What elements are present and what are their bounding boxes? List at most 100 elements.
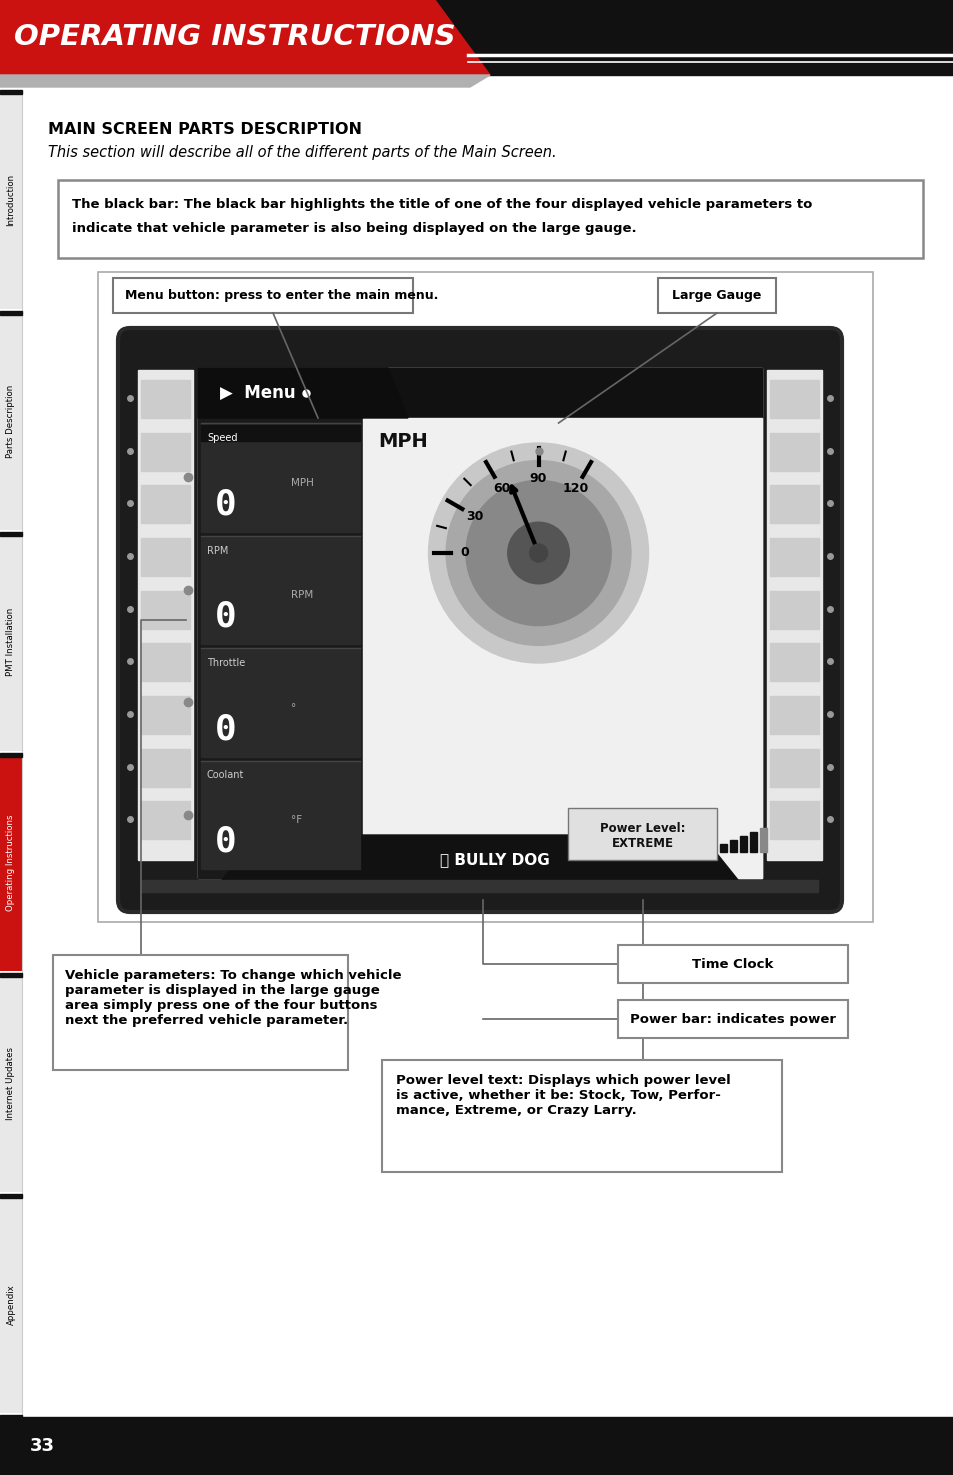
Bar: [750, 832, 757, 853]
Polygon shape: [0, 75, 490, 87]
Bar: [142, 881, 817, 892]
Bar: [0, 314, 22, 530]
Bar: [201, 425, 359, 441]
Text: 120: 120: [562, 482, 588, 496]
Text: PMT Installation: PMT Installation: [7, 608, 15, 676]
Circle shape: [529, 544, 547, 562]
Bar: [198, 417, 363, 878]
Text: 0: 0: [214, 825, 236, 858]
Text: The black bar: The black bar highlights the title of one of the four displayed v: The black bar: The black bar highlights …: [71, 198, 812, 211]
Bar: [769, 696, 818, 735]
FancyBboxPatch shape: [112, 277, 413, 313]
Text: 0: 0: [214, 600, 236, 634]
Bar: [769, 643, 818, 681]
FancyBboxPatch shape: [98, 271, 872, 922]
Bar: [363, 417, 761, 878]
Bar: [141, 485, 190, 524]
Polygon shape: [198, 367, 408, 417]
Text: Speed: Speed: [207, 434, 237, 442]
Text: 0: 0: [214, 712, 236, 746]
Bar: [201, 761, 359, 869]
FancyBboxPatch shape: [381, 1061, 781, 1173]
Text: OPERATING INSTRUCTIONS: OPERATING INSTRUCTIONS: [14, 24, 456, 52]
Bar: [0, 757, 22, 972]
Text: MAIN SCREEN PARTS DESCRIPTION: MAIN SCREEN PARTS DESCRIPTION: [48, 122, 361, 137]
Polygon shape: [0, 0, 490, 75]
Bar: [141, 801, 190, 839]
FancyBboxPatch shape: [53, 954, 348, 1069]
Text: Internet Updates: Internet Updates: [7, 1047, 15, 1120]
Bar: [766, 370, 821, 860]
Bar: [198, 367, 761, 878]
Bar: [0, 752, 22, 757]
FancyBboxPatch shape: [658, 277, 775, 313]
Bar: [201, 535, 359, 645]
Text: 60: 60: [493, 482, 510, 496]
Text: Introduction: Introduction: [7, 174, 15, 227]
Text: 0: 0: [459, 547, 469, 559]
Text: MPH: MPH: [377, 432, 427, 451]
Bar: [740, 836, 747, 853]
Text: Large Gauge: Large Gauge: [672, 289, 760, 302]
Bar: [0, 974, 22, 978]
Bar: [0, 94, 22, 308]
Text: 🐕 BULLY DOG: 🐕 BULLY DOG: [439, 853, 549, 867]
Text: ▶  Menu: ▶ Menu: [220, 384, 295, 403]
Circle shape: [446, 460, 630, 646]
Text: Power level text: Displays which power level
is active, whether it be: Stock, To: Power level text: Displays which power l…: [395, 1074, 730, 1117]
Text: °: °: [291, 702, 296, 712]
Bar: [769, 538, 818, 577]
FancyBboxPatch shape: [118, 327, 841, 912]
Text: 33: 33: [30, 1437, 55, 1454]
Text: Time Clock: Time Clock: [692, 957, 773, 971]
Text: Power bar: indicates power: Power bar: indicates power: [629, 1012, 835, 1025]
Text: Power Level:
EXTREME: Power Level: EXTREME: [599, 822, 685, 850]
Bar: [141, 538, 190, 577]
Bar: [141, 590, 190, 628]
Bar: [141, 381, 190, 417]
Bar: [0, 1195, 22, 1198]
Bar: [769, 432, 818, 471]
Bar: [141, 749, 190, 786]
Text: 30: 30: [465, 509, 482, 522]
Text: Operating Instructions: Operating Instructions: [7, 814, 15, 912]
Circle shape: [428, 442, 648, 662]
Bar: [198, 367, 761, 417]
Bar: [0, 1198, 22, 1413]
Bar: [0, 1417, 953, 1475]
Text: 90: 90: [529, 472, 547, 485]
Bar: [769, 801, 818, 839]
Bar: [0, 90, 22, 94]
Bar: [201, 648, 359, 757]
Bar: [141, 696, 190, 735]
Text: Vehicle parameters: To change which vehicle
parameter is displayed in the large : Vehicle parameters: To change which vehi…: [65, 969, 401, 1027]
FancyBboxPatch shape: [618, 945, 847, 982]
FancyBboxPatch shape: [618, 1000, 847, 1038]
Text: °F: °F: [291, 816, 302, 825]
Bar: [0, 1415, 22, 1419]
Circle shape: [507, 522, 569, 584]
Bar: [769, 590, 818, 628]
Text: 12:00:00 AM: 12:00:00 AM: [371, 848, 440, 858]
FancyBboxPatch shape: [568, 808, 717, 860]
Bar: [0, 531, 22, 535]
Text: RPM: RPM: [207, 546, 228, 556]
Text: RPM: RPM: [291, 590, 313, 600]
Text: Coolant: Coolant: [207, 770, 244, 780]
Bar: [141, 643, 190, 681]
Text: 0: 0: [214, 487, 236, 521]
Bar: [769, 485, 818, 524]
Bar: [730, 839, 737, 853]
Bar: [769, 749, 818, 786]
Text: MPH: MPH: [291, 478, 314, 488]
Text: Throttle: Throttle: [207, 658, 245, 668]
Bar: [769, 381, 818, 417]
Bar: [201, 423, 359, 531]
Circle shape: [465, 481, 611, 625]
Text: Parts Description: Parts Description: [7, 385, 15, 457]
Text: This section will describe all of the different parts of the Main Screen.: This section will describe all of the di…: [48, 145, 556, 159]
FancyBboxPatch shape: [58, 180, 923, 258]
Text: Appendix: Appendix: [7, 1285, 15, 1325]
Bar: [720, 844, 727, 853]
Bar: [141, 432, 190, 471]
